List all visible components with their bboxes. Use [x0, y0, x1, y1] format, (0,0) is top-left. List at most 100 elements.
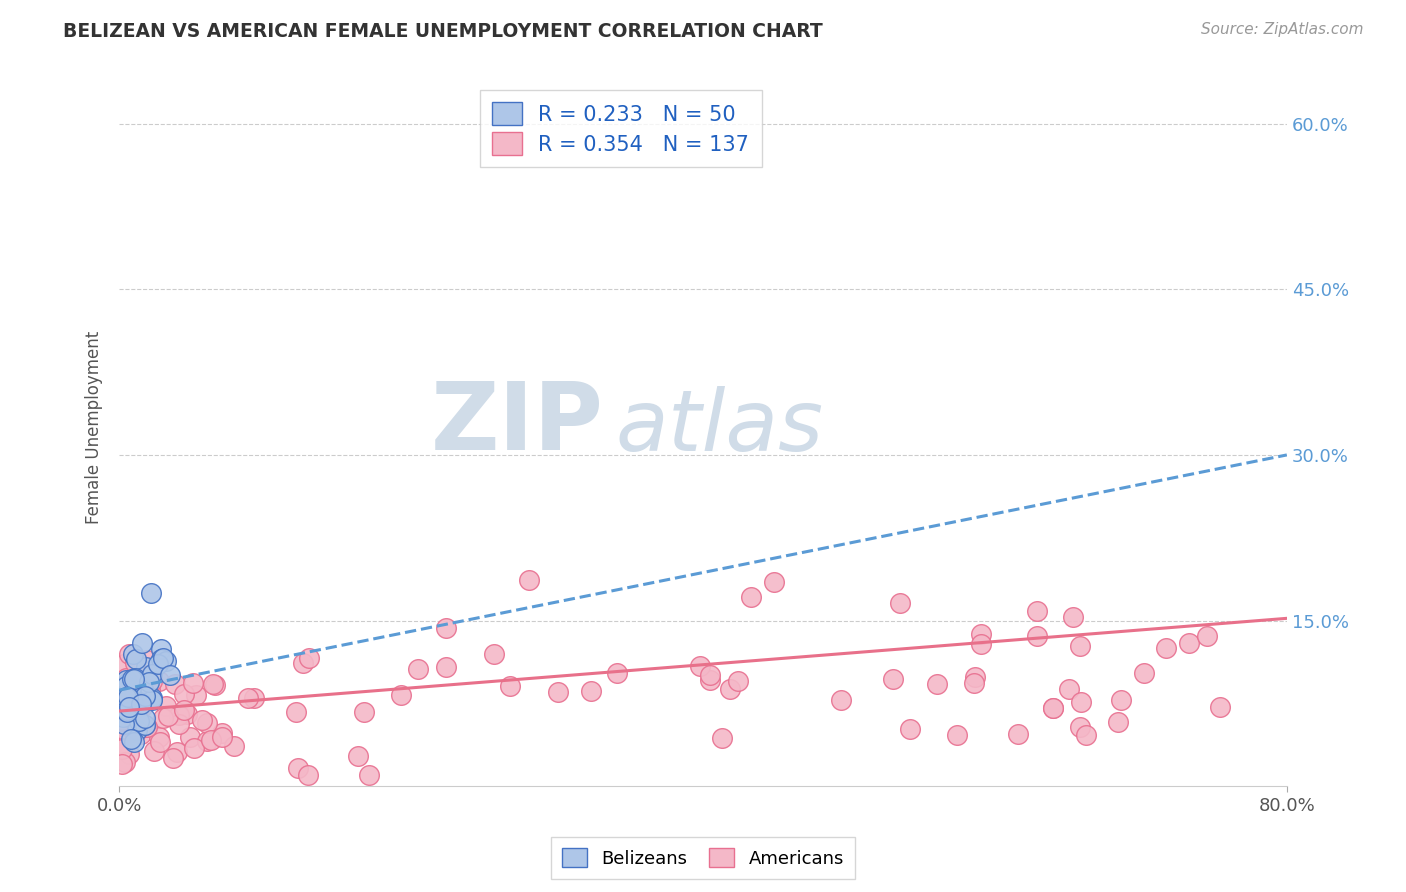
Point: [114, 697, 136, 711]
Point: [141, 666, 163, 681]
Point: [699, 673, 721, 688]
Point: [434, 659, 457, 673]
Point: [406, 662, 429, 676]
Point: [117, 690, 139, 704]
Point: [122, 724, 145, 739]
Point: [155, 698, 177, 713]
Point: [1107, 715, 1129, 730]
Point: [141, 674, 163, 689]
Point: [236, 690, 259, 705]
Point: [152, 651, 174, 665]
Point: [114, 688, 136, 702]
Point: [606, 665, 628, 680]
Point: [118, 706, 141, 720]
Point: [547, 685, 569, 699]
Point: [111, 714, 134, 728]
Point: [125, 652, 148, 666]
Point: [195, 733, 218, 747]
Point: [434, 621, 457, 635]
Point: [149, 735, 172, 749]
Point: [120, 686, 142, 700]
Point: [156, 709, 179, 723]
Point: [118, 700, 141, 714]
Point: [699, 668, 721, 682]
Point: [963, 670, 986, 684]
Point: [117, 698, 139, 712]
Point: [125, 710, 148, 724]
Point: [169, 717, 191, 731]
Point: [173, 686, 195, 700]
Point: [128, 696, 150, 710]
Point: [114, 756, 136, 770]
Point: [117, 676, 139, 690]
Point: [124, 735, 146, 749]
Point: [201, 677, 224, 691]
Point: [134, 711, 156, 725]
Point: [298, 651, 321, 665]
Point: [112, 717, 135, 731]
Point: [1042, 701, 1064, 715]
Point: [128, 714, 150, 728]
Point: [124, 670, 146, 684]
Point: [163, 677, 186, 691]
Point: [1154, 640, 1177, 655]
Point: [136, 720, 159, 734]
Point: [141, 693, 163, 707]
Point: [139, 683, 162, 698]
Point: [120, 682, 142, 697]
Point: [1132, 666, 1154, 681]
Point: [115, 703, 138, 717]
Point: [117, 710, 139, 724]
Point: [211, 726, 233, 740]
Point: [181, 676, 204, 690]
Point: [200, 732, 222, 747]
Point: [115, 689, 138, 703]
Point: [115, 679, 138, 693]
Point: [124, 671, 146, 685]
Point: [111, 694, 134, 708]
Point: [117, 726, 139, 740]
Point: [135, 659, 157, 673]
Point: [970, 627, 993, 641]
Point: [135, 720, 157, 734]
Point: [115, 723, 138, 738]
Point: [155, 654, 177, 668]
Point: [111, 701, 134, 715]
Point: [124, 656, 146, 670]
Point: [243, 690, 266, 705]
Point: [131, 700, 153, 714]
Point: [129, 684, 152, 698]
Point: [162, 750, 184, 764]
Point: [115, 690, 138, 705]
Point: [141, 586, 163, 600]
Point: [115, 671, 138, 685]
Point: [1074, 728, 1097, 742]
Text: BELIZEAN VS AMERICAN FEMALE UNEMPLOYMENT CORRELATION CHART: BELIZEAN VS AMERICAN FEMALE UNEMPLOYMENT…: [63, 22, 823, 41]
Point: [111, 692, 134, 706]
Point: [1062, 609, 1084, 624]
Point: [148, 730, 170, 744]
Point: [166, 745, 188, 759]
Text: atlas: atlas: [616, 386, 824, 469]
Point: [111, 696, 134, 710]
Point: [499, 679, 522, 693]
Legend: Belizeans, Americans: Belizeans, Americans: [551, 837, 855, 879]
Point: [484, 647, 506, 661]
Point: [389, 688, 412, 702]
Point: [357, 768, 380, 782]
Point: [1069, 639, 1091, 653]
Point: [1057, 681, 1080, 696]
Point: [173, 703, 195, 717]
Point: [115, 699, 138, 714]
Point: [120, 681, 142, 695]
Point: [115, 673, 138, 687]
Point: [1109, 693, 1132, 707]
Point: [1007, 726, 1029, 740]
Point: [129, 697, 152, 711]
Point: [132, 682, 155, 697]
Point: [122, 648, 145, 662]
Point: [111, 742, 134, 756]
Point: [120, 696, 142, 710]
Point: [120, 686, 142, 700]
Point: [115, 678, 138, 692]
